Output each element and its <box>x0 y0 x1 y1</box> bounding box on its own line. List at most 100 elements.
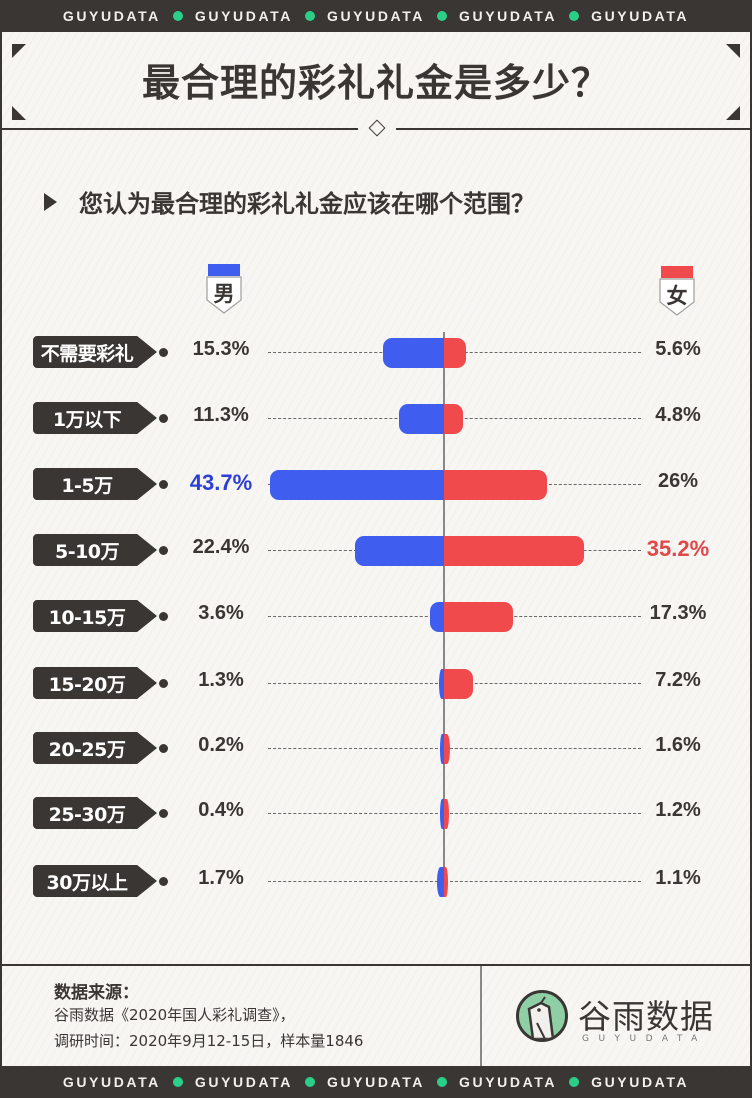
male-value: 1.7% <box>198 867 244 889</box>
category-tag: 30万以上 <box>33 865 157 897</box>
guide-line <box>268 813 443 814</box>
bottom-ticker-banner: GUYUDATA GUYUDATA GUYUDATA GUYUDATA GUYUDATA <box>0 1066 752 1098</box>
ticker-text: GUYUDATA <box>326 1074 426 1090</box>
source-title: 数据来源： <box>54 983 139 1003</box>
male-bar <box>438 669 444 699</box>
tag-dot-icon <box>159 744 168 753</box>
female-bar <box>444 867 449 897</box>
ticker-text: GUYUDATA <box>591 1074 690 1090</box>
tag-dot-icon <box>159 348 168 357</box>
play-triangle-icon <box>44 192 57 211</box>
shield-icon <box>206 276 242 314</box>
ticker-text: GUYUDATA <box>62 8 161 24</box>
guide-line <box>445 616 641 617</box>
female-bar <box>444 404 464 434</box>
guide-line <box>268 418 443 419</box>
male-value: 15.3% <box>192 338 250 360</box>
dot-icon <box>569 11 580 21</box>
male-bar <box>440 734 444 764</box>
dot-icon <box>172 1077 183 1087</box>
female-bar <box>444 734 451 764</box>
tag-dot-icon <box>159 679 168 688</box>
tag-dot-icon <box>159 877 168 886</box>
guide-line <box>268 748 443 749</box>
category-tag: 15-20万 <box>33 667 157 699</box>
ticker-text: GUYUDATA <box>591 8 690 24</box>
female-value: 35.2% <box>646 536 710 561</box>
divider <box>480 966 482 1066</box>
male-value: 3.6% <box>198 602 244 624</box>
female-bar <box>444 602 513 632</box>
female-color-swatch <box>661 266 693 278</box>
male-bar <box>383 338 444 368</box>
female-value: 7.2% <box>655 669 701 691</box>
female-value: 4.8% <box>655 404 701 426</box>
guide-line <box>268 683 443 684</box>
male-bar <box>440 799 444 829</box>
male-value: 0.4% <box>198 799 244 821</box>
male-value: 43.7% <box>189 470 253 495</box>
question-text: 您认为最合理的彩礼礼金应该在哪个范围？ <box>79 190 535 218</box>
male-value: 22.4% <box>192 536 250 558</box>
shield-icon <box>659 278 695 316</box>
top-ticker-banner: GUYUDATA GUYUDATA GUYUDATA GUYUDATA GUYUDATA <box>0 0 752 32</box>
category-tag: 20-25万 <box>33 732 157 764</box>
tag-dot-icon <box>159 612 168 621</box>
male-value: 11.3% <box>193 404 249 426</box>
guide-line <box>268 881 443 882</box>
female-value: 1.1% <box>655 867 701 889</box>
female-bar <box>444 799 449 829</box>
guide-line <box>445 881 641 882</box>
ticker-text: GUYUDATA <box>326 8 426 24</box>
brand-logo: 谷雨数据 GUYUDATA <box>516 990 736 1054</box>
female-bar <box>444 536 585 566</box>
tag-dot-icon <box>159 546 168 555</box>
male-bar <box>270 470 444 500</box>
chart-row: 10-15万 3.6% 17.3% <box>2 600 750 634</box>
chart-row: 15-20万 1.3% 7.2% <box>2 667 750 701</box>
male-color-swatch <box>208 264 240 276</box>
male-value: 0.2% <box>198 734 244 756</box>
divider <box>2 128 358 130</box>
ticker-text: GUYUDATA <box>459 8 558 24</box>
tag-dot-icon <box>159 480 168 489</box>
male-bar <box>354 536 444 566</box>
dot-icon <box>437 1077 448 1087</box>
guide-line <box>445 418 641 419</box>
guide-line <box>445 748 641 749</box>
female-value: 1.6% <box>655 734 701 756</box>
category-tag: 10-15万 <box>33 600 157 632</box>
chart-row: 1-5万 43.7% 26% <box>2 468 750 502</box>
corner-decoration <box>12 44 26 58</box>
female-value: 1.2% <box>655 799 701 821</box>
legend-female-label: 女 <box>666 284 688 308</box>
ticker-text: GUYUDATA <box>459 1074 558 1090</box>
source-line: 谷雨数据《2020年国人彩礼调查》， <box>54 1006 295 1024</box>
male-bar <box>429 602 444 632</box>
chart-row: 30万以上 1.7% 1.1% <box>2 865 750 899</box>
ticker-text: GUYUDATA <box>62 1074 161 1090</box>
divider <box>2 964 750 966</box>
female-bar <box>444 470 548 500</box>
dot-icon <box>304 1077 315 1087</box>
legend-male-label: 男 <box>213 282 235 306</box>
guide-line <box>268 616 443 617</box>
male-bar <box>437 867 444 897</box>
question-heading: 您认为最合理的彩礼礼金应该在哪个范围？ <box>44 184 535 219</box>
male-value: 1.3% <box>198 669 244 691</box>
category-tag: 25-30万 <box>33 797 157 829</box>
female-value: 26% <box>657 470 699 492</box>
chart-row: 5-10万 22.4% 35.2% <box>2 534 750 568</box>
category-tag: 1万以下 <box>33 402 157 434</box>
legend-female: 女 <box>659 266 695 316</box>
corner-decoration <box>12 106 26 120</box>
category-tag: 不需要彩礼 <box>33 336 157 368</box>
divider <box>396 128 750 130</box>
category-tag: 5-10万 <box>33 534 157 566</box>
guide-line <box>445 813 641 814</box>
female-value: 17.3% <box>649 602 707 624</box>
guide-line <box>268 352 443 353</box>
diamond-icon <box>368 119 386 137</box>
female-bar <box>444 669 473 699</box>
male-bar <box>399 404 444 434</box>
